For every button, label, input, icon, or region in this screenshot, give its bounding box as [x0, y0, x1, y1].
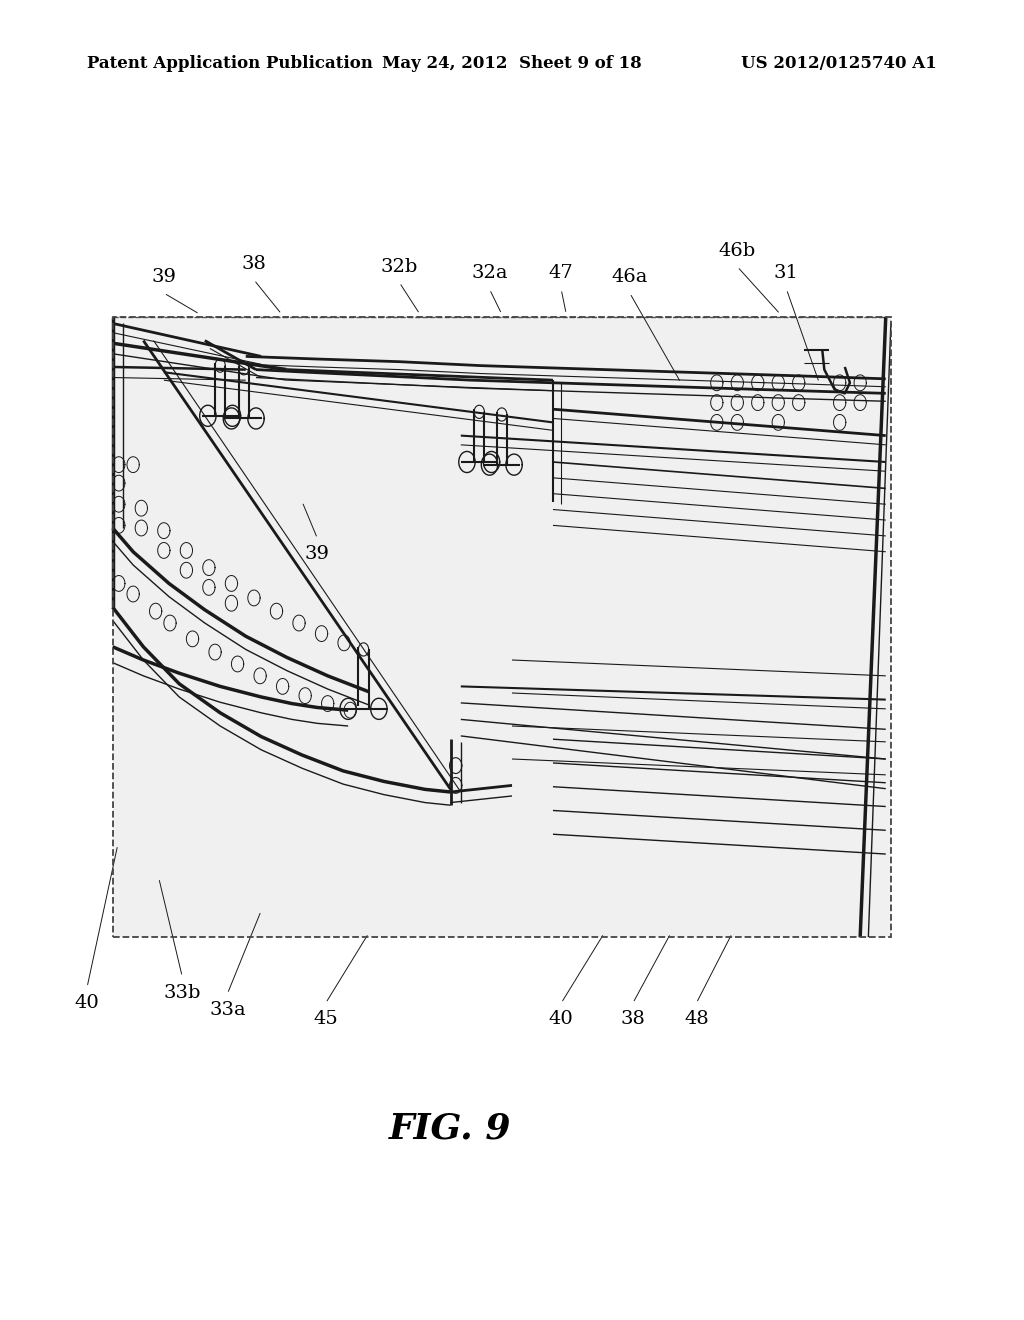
Bar: [113, 317, 891, 937]
Text: 32a: 32a: [471, 264, 508, 282]
Text: 39: 39: [152, 268, 176, 286]
Text: May 24, 2012  Sheet 9 of 18: May 24, 2012 Sheet 9 of 18: [382, 55, 642, 71]
Text: 46a: 46a: [611, 268, 648, 286]
Text: 40: 40: [75, 994, 99, 1012]
Text: 33b: 33b: [164, 983, 201, 1002]
Text: US 2012/0125740 A1: US 2012/0125740 A1: [741, 55, 937, 71]
Text: 45: 45: [313, 1010, 338, 1028]
Text: 47: 47: [549, 264, 573, 282]
Text: 31: 31: [774, 264, 799, 282]
Text: Patent Application Publication: Patent Application Publication: [87, 55, 373, 71]
Text: 38: 38: [621, 1010, 645, 1028]
Bar: [113, 317, 891, 937]
Text: 33a: 33a: [209, 1001, 246, 1019]
Text: 48: 48: [684, 1010, 709, 1028]
Text: 40: 40: [549, 1010, 573, 1028]
Text: 38: 38: [242, 255, 266, 273]
Text: 46b: 46b: [719, 242, 756, 260]
Text: 32b: 32b: [381, 257, 418, 276]
Text: FIG. 9: FIG. 9: [389, 1111, 512, 1146]
Text: 39: 39: [305, 545, 330, 564]
